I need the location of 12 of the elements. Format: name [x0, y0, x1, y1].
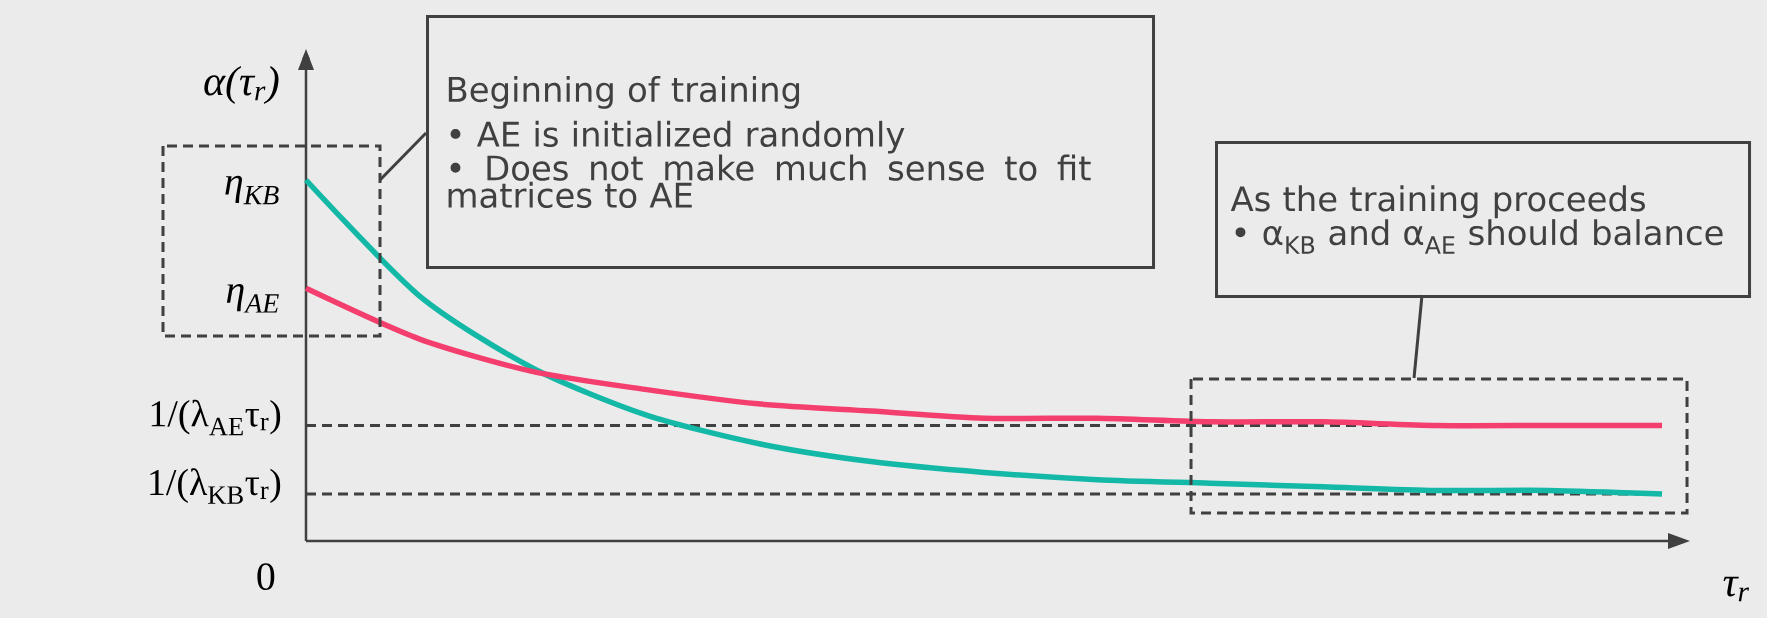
ref-line-label: 1/(λ$_{KB}$τ$_{r}$)	[150, 468, 281, 504]
text: Beginning of training	[448, 75, 800, 109]
y-axis-title: α(τ$_{r}$)	[204, 66, 279, 104]
annotation: As the training proceeds	[1230, 185, 1645, 219]
annotation: • Does not make much sense to fit matrices to AE	[448, 154, 1091, 209]
annotation: • α$_{KB}$ and α$_{AE}$ should balance	[1235, 219, 1723, 254]
text: η$_{AE}$	[226, 283, 279, 313]
ref-line-label: 1/(λ$_{AE}$τ$_{r}$)	[151, 399, 281, 436]
text: 0	[257, 563, 275, 591]
text: • AE is initialized randomly	[450, 120, 905, 154]
x-axis-title: τ$_{r}$	[1723, 576, 1750, 602]
text: η$_{KB}$	[225, 175, 279, 205]
